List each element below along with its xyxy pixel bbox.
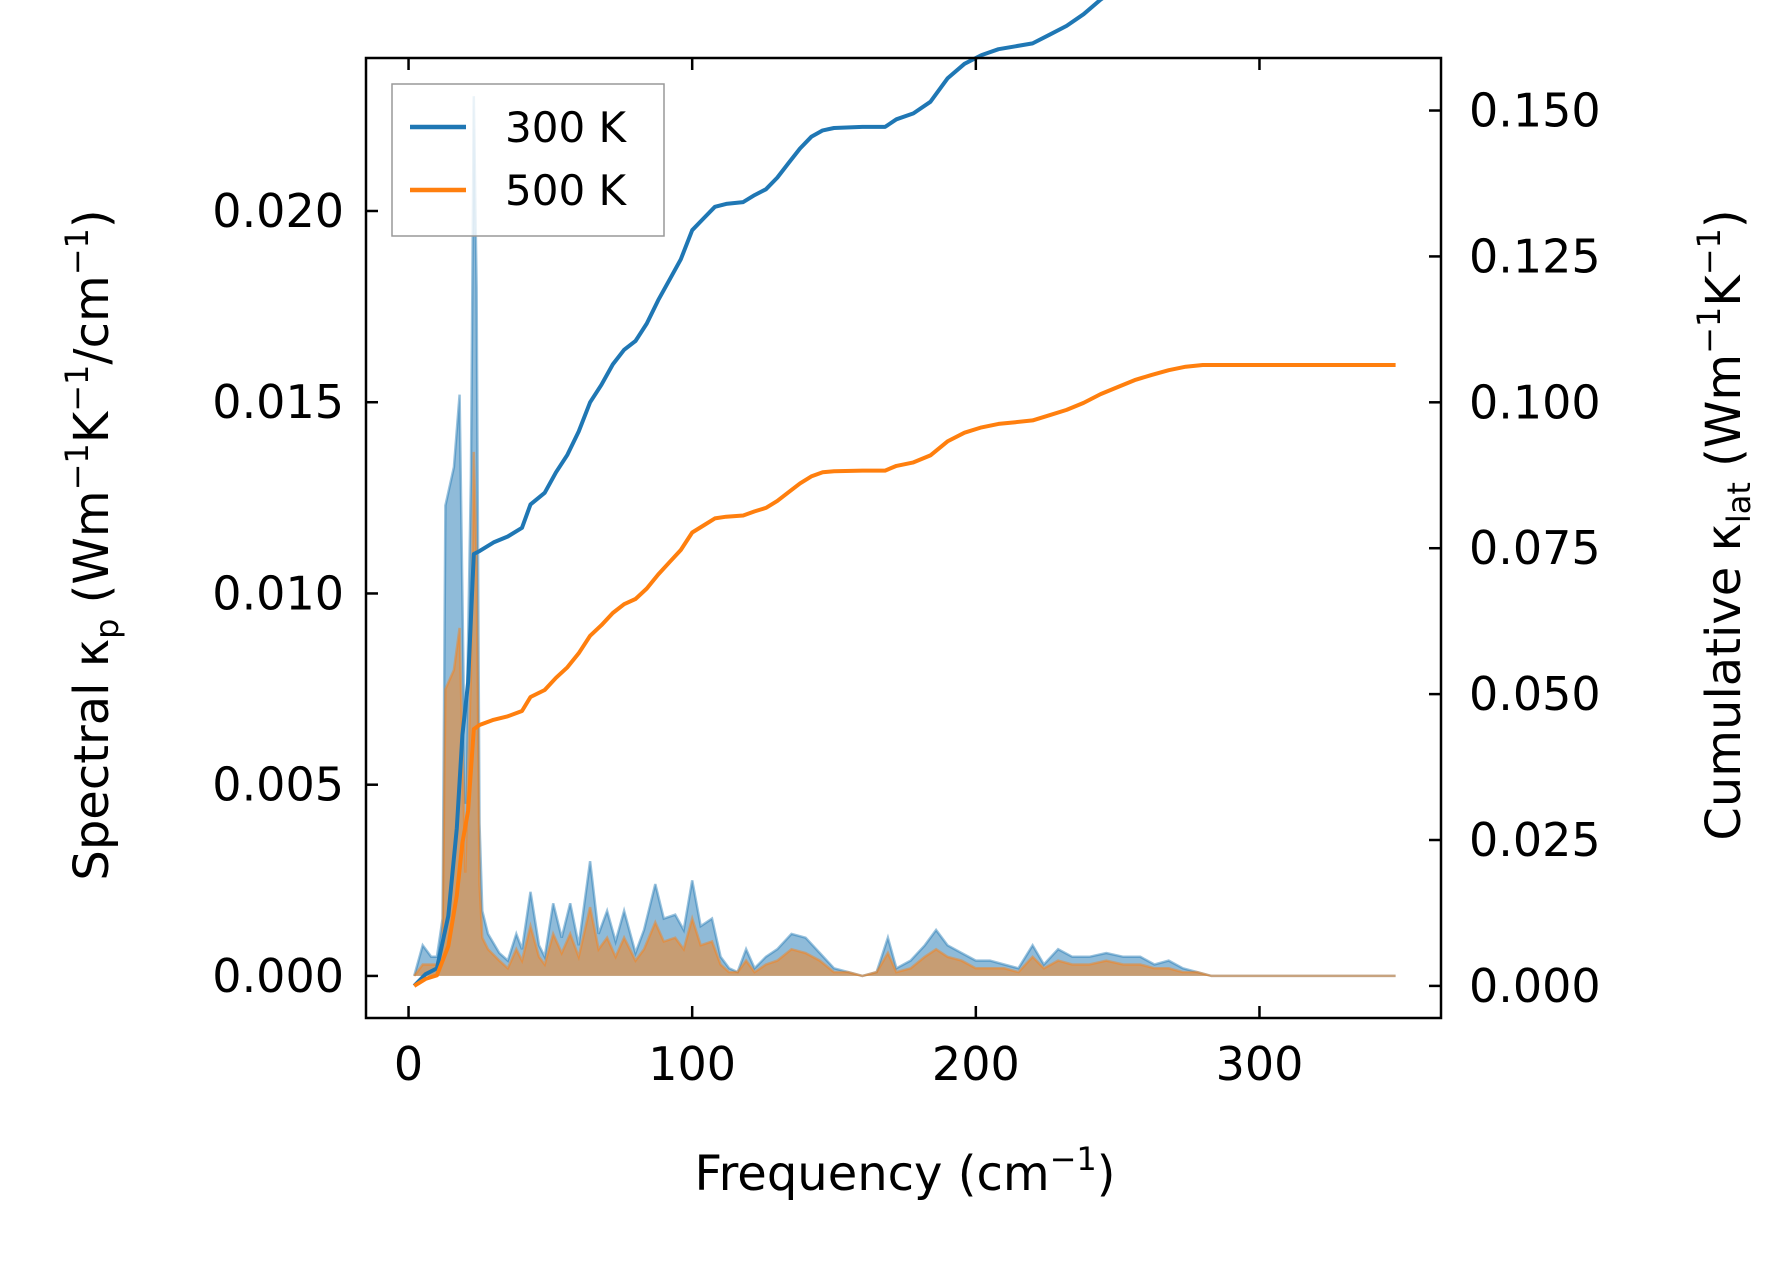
y-right-axis-title: Cumulative κlat (Wm−1K−1) xyxy=(1690,209,1758,840)
y-left-tick-label: 0.005 xyxy=(212,758,344,812)
x-tick-label: 300 xyxy=(1216,1037,1304,1091)
cumulative-line-500k xyxy=(413,363,1396,988)
legend: 300 K 500 K xyxy=(391,83,665,237)
legend-label-500k: 500 K xyxy=(505,166,628,215)
cumulative-curves xyxy=(412,0,1396,988)
y-right-tick-label: 0.025 xyxy=(1469,813,1601,867)
y-left-axis-title: Spectral κp (Wm−1K−1/cm−1) xyxy=(58,209,126,880)
y-right-axis-ticks: 0.000 0.025 0.050 0.075 0.100 0.125 0.150 xyxy=(1429,84,1601,1013)
x-axis-title: Frequency (cm−1) xyxy=(694,1140,1115,1202)
spectral-areas xyxy=(412,96,1396,978)
y-right-tick-label: 0.050 xyxy=(1469,667,1601,721)
y-left-tick-label: 0.015 xyxy=(212,375,344,429)
y-right-tick-label: 0.150 xyxy=(1469,84,1601,138)
y-left-tick-label: 0.000 xyxy=(212,949,344,1003)
y-left-axis-ticks: 0.000 0.005 0.010 0.015 0.020 xyxy=(212,184,378,1003)
legend-label-300k: 300 K xyxy=(505,103,628,152)
plot-frame xyxy=(364,56,1443,1020)
y-left-tick-label: 0.010 xyxy=(212,566,344,620)
x-axis-ticks: 0 100 200 300 xyxy=(394,58,1303,1091)
legend-box xyxy=(391,83,665,237)
spectral-edge-300k xyxy=(412,96,1396,978)
spectral-edge-500k xyxy=(413,451,1396,978)
y-left-tick-label: 0.020 xyxy=(212,184,344,238)
cumulative-line-300k xyxy=(412,0,1104,988)
x-tick-label: 0 xyxy=(394,1037,423,1091)
y-right-tick-label: 0.000 xyxy=(1469,959,1601,1013)
y-right-tick-label: 0.075 xyxy=(1469,521,1601,575)
x-tick-label: 100 xyxy=(648,1037,736,1091)
y-right-tick-label: 0.100 xyxy=(1469,375,1601,429)
y-right-tick-label: 0.125 xyxy=(1469,229,1601,283)
x-tick-label: 200 xyxy=(932,1037,1020,1091)
